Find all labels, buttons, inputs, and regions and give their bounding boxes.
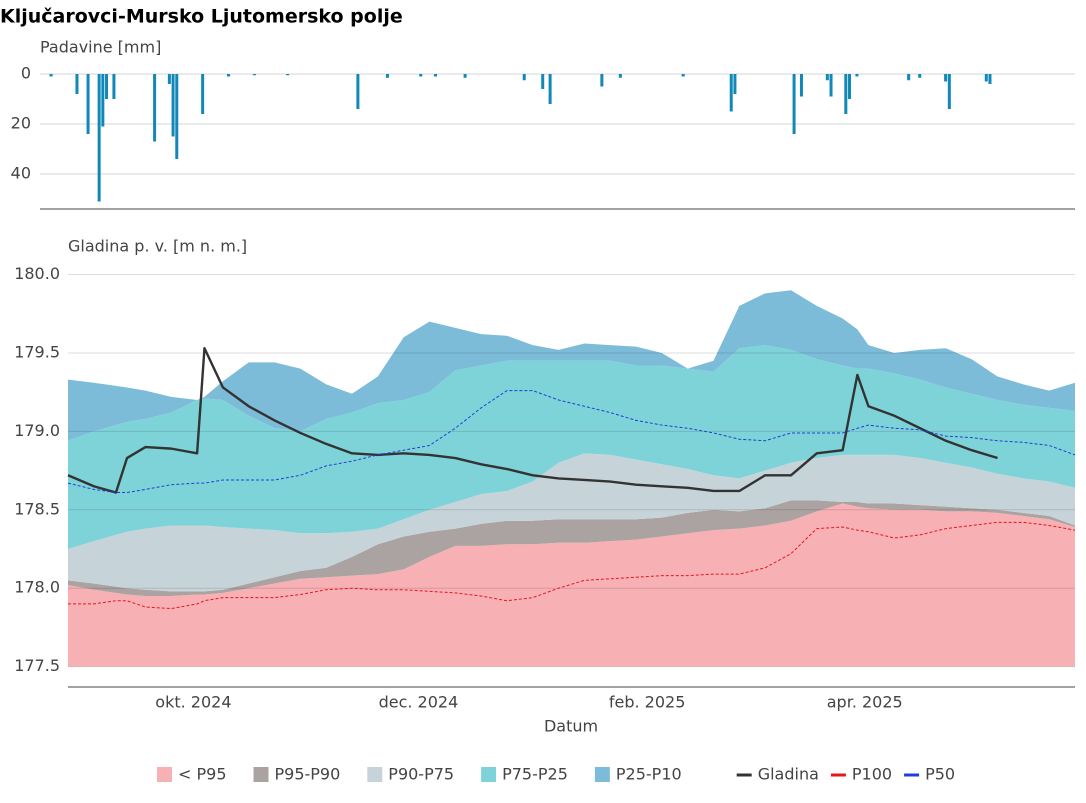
x-tick-label: okt. 2024 bbox=[155, 693, 231, 712]
bar bbox=[600, 74, 604, 87]
legend-label: P50 bbox=[925, 765, 955, 784]
band-area bbox=[68, 500, 1075, 597]
bar bbox=[286, 74, 290, 76]
y-axis-title: Gladina p. v. [m n. m.] bbox=[68, 237, 247, 256]
bar bbox=[947, 74, 951, 109]
bar bbox=[829, 74, 833, 97]
band-area bbox=[68, 453, 1075, 592]
bar bbox=[167, 74, 171, 84]
line bbox=[67, 390, 1076, 494]
x-axis-title: Datum bbox=[544, 717, 598, 736]
bar bbox=[101, 74, 105, 127]
bar bbox=[49, 74, 53, 77]
bar bbox=[201, 74, 205, 114]
x-tick-label: feb. 2025 bbox=[609, 693, 686, 712]
chart-title: Ključarovci-Mursko Ljutomersko polje bbox=[0, 6, 403, 28]
y-tick-label: 178.5 bbox=[14, 499, 60, 518]
legend-item: P95-P90 bbox=[253, 765, 341, 784]
bar bbox=[252, 74, 256, 76]
legend-label: P75-P25 bbox=[502, 765, 568, 784]
band-area bbox=[68, 345, 1075, 549]
bar bbox=[548, 74, 552, 104]
x-tick-label: dec. 2024 bbox=[379, 693, 459, 712]
legend-item: P50 bbox=[904, 765, 955, 784]
bar bbox=[175, 74, 179, 159]
line bbox=[68, 521, 1076, 610]
bar bbox=[227, 74, 231, 77]
bar bbox=[618, 74, 622, 78]
y-tick-label: 0 bbox=[21, 64, 31, 83]
y-tick-label: 40 bbox=[11, 164, 31, 183]
legend-item: Gladina bbox=[736, 765, 819, 784]
bar bbox=[792, 74, 796, 134]
bar bbox=[729, 74, 733, 112]
y-tick-label: 177.5 bbox=[14, 656, 60, 675]
bar bbox=[918, 74, 922, 78]
legend-swatch bbox=[367, 767, 383, 782]
bar bbox=[988, 74, 992, 84]
bar bbox=[522, 74, 526, 81]
y-axis-title: Padavine [mm] bbox=[40, 38, 161, 57]
bar bbox=[855, 74, 859, 77]
y-tick-label: 179.0 bbox=[14, 421, 60, 440]
bar bbox=[385, 74, 389, 78]
bar bbox=[844, 74, 848, 114]
y-tick-label: 178.0 bbox=[14, 578, 60, 597]
legend-label: P100 bbox=[852, 765, 892, 784]
y-tick-label: 20 bbox=[11, 114, 31, 133]
bar bbox=[153, 74, 157, 142]
band-area bbox=[68, 290, 1075, 441]
bar bbox=[733, 74, 737, 94]
bar bbox=[944, 74, 948, 82]
legend-swatch bbox=[481, 767, 497, 782]
bar bbox=[112, 74, 116, 99]
legend-item: P100 bbox=[830, 765, 892, 784]
bar bbox=[419, 74, 423, 77]
legend-label: P90-P75 bbox=[388, 765, 454, 784]
bar bbox=[848, 74, 852, 99]
legend-label: P95-P90 bbox=[275, 765, 341, 784]
legend-item: P25-P10 bbox=[594, 765, 682, 784]
bar bbox=[907, 74, 911, 81]
bar bbox=[75, 74, 79, 94]
line bbox=[67, 347, 998, 494]
band-area bbox=[68, 503, 1075, 667]
legend-item: < P95 bbox=[157, 765, 227, 784]
legend-swatch bbox=[157, 767, 172, 782]
x-tick-label: apr. 2025 bbox=[827, 693, 903, 712]
legend-swatch bbox=[253, 767, 269, 782]
y-tick-label: 180.0 bbox=[14, 264, 60, 283]
bar bbox=[463, 74, 467, 78]
y-tick-label: 179.5 bbox=[14, 342, 60, 361]
bar bbox=[799, 74, 803, 97]
legend-swatch bbox=[594, 767, 610, 782]
bar bbox=[984, 74, 988, 82]
bar bbox=[105, 74, 109, 99]
legend-label: < P95 bbox=[178, 765, 227, 784]
bar bbox=[681, 74, 685, 77]
bar bbox=[541, 74, 545, 89]
bar bbox=[356, 74, 360, 109]
bar bbox=[825, 74, 829, 81]
legend-item: P75-P25 bbox=[481, 765, 568, 784]
legend-label: Gladina bbox=[758, 765, 819, 784]
legend-item: P90-P75 bbox=[367, 765, 454, 784]
legend-label: P25-P10 bbox=[616, 765, 682, 784]
bar bbox=[86, 74, 90, 134]
bar bbox=[171, 74, 175, 137]
bar bbox=[434, 74, 438, 77]
bar bbox=[97, 74, 101, 202]
